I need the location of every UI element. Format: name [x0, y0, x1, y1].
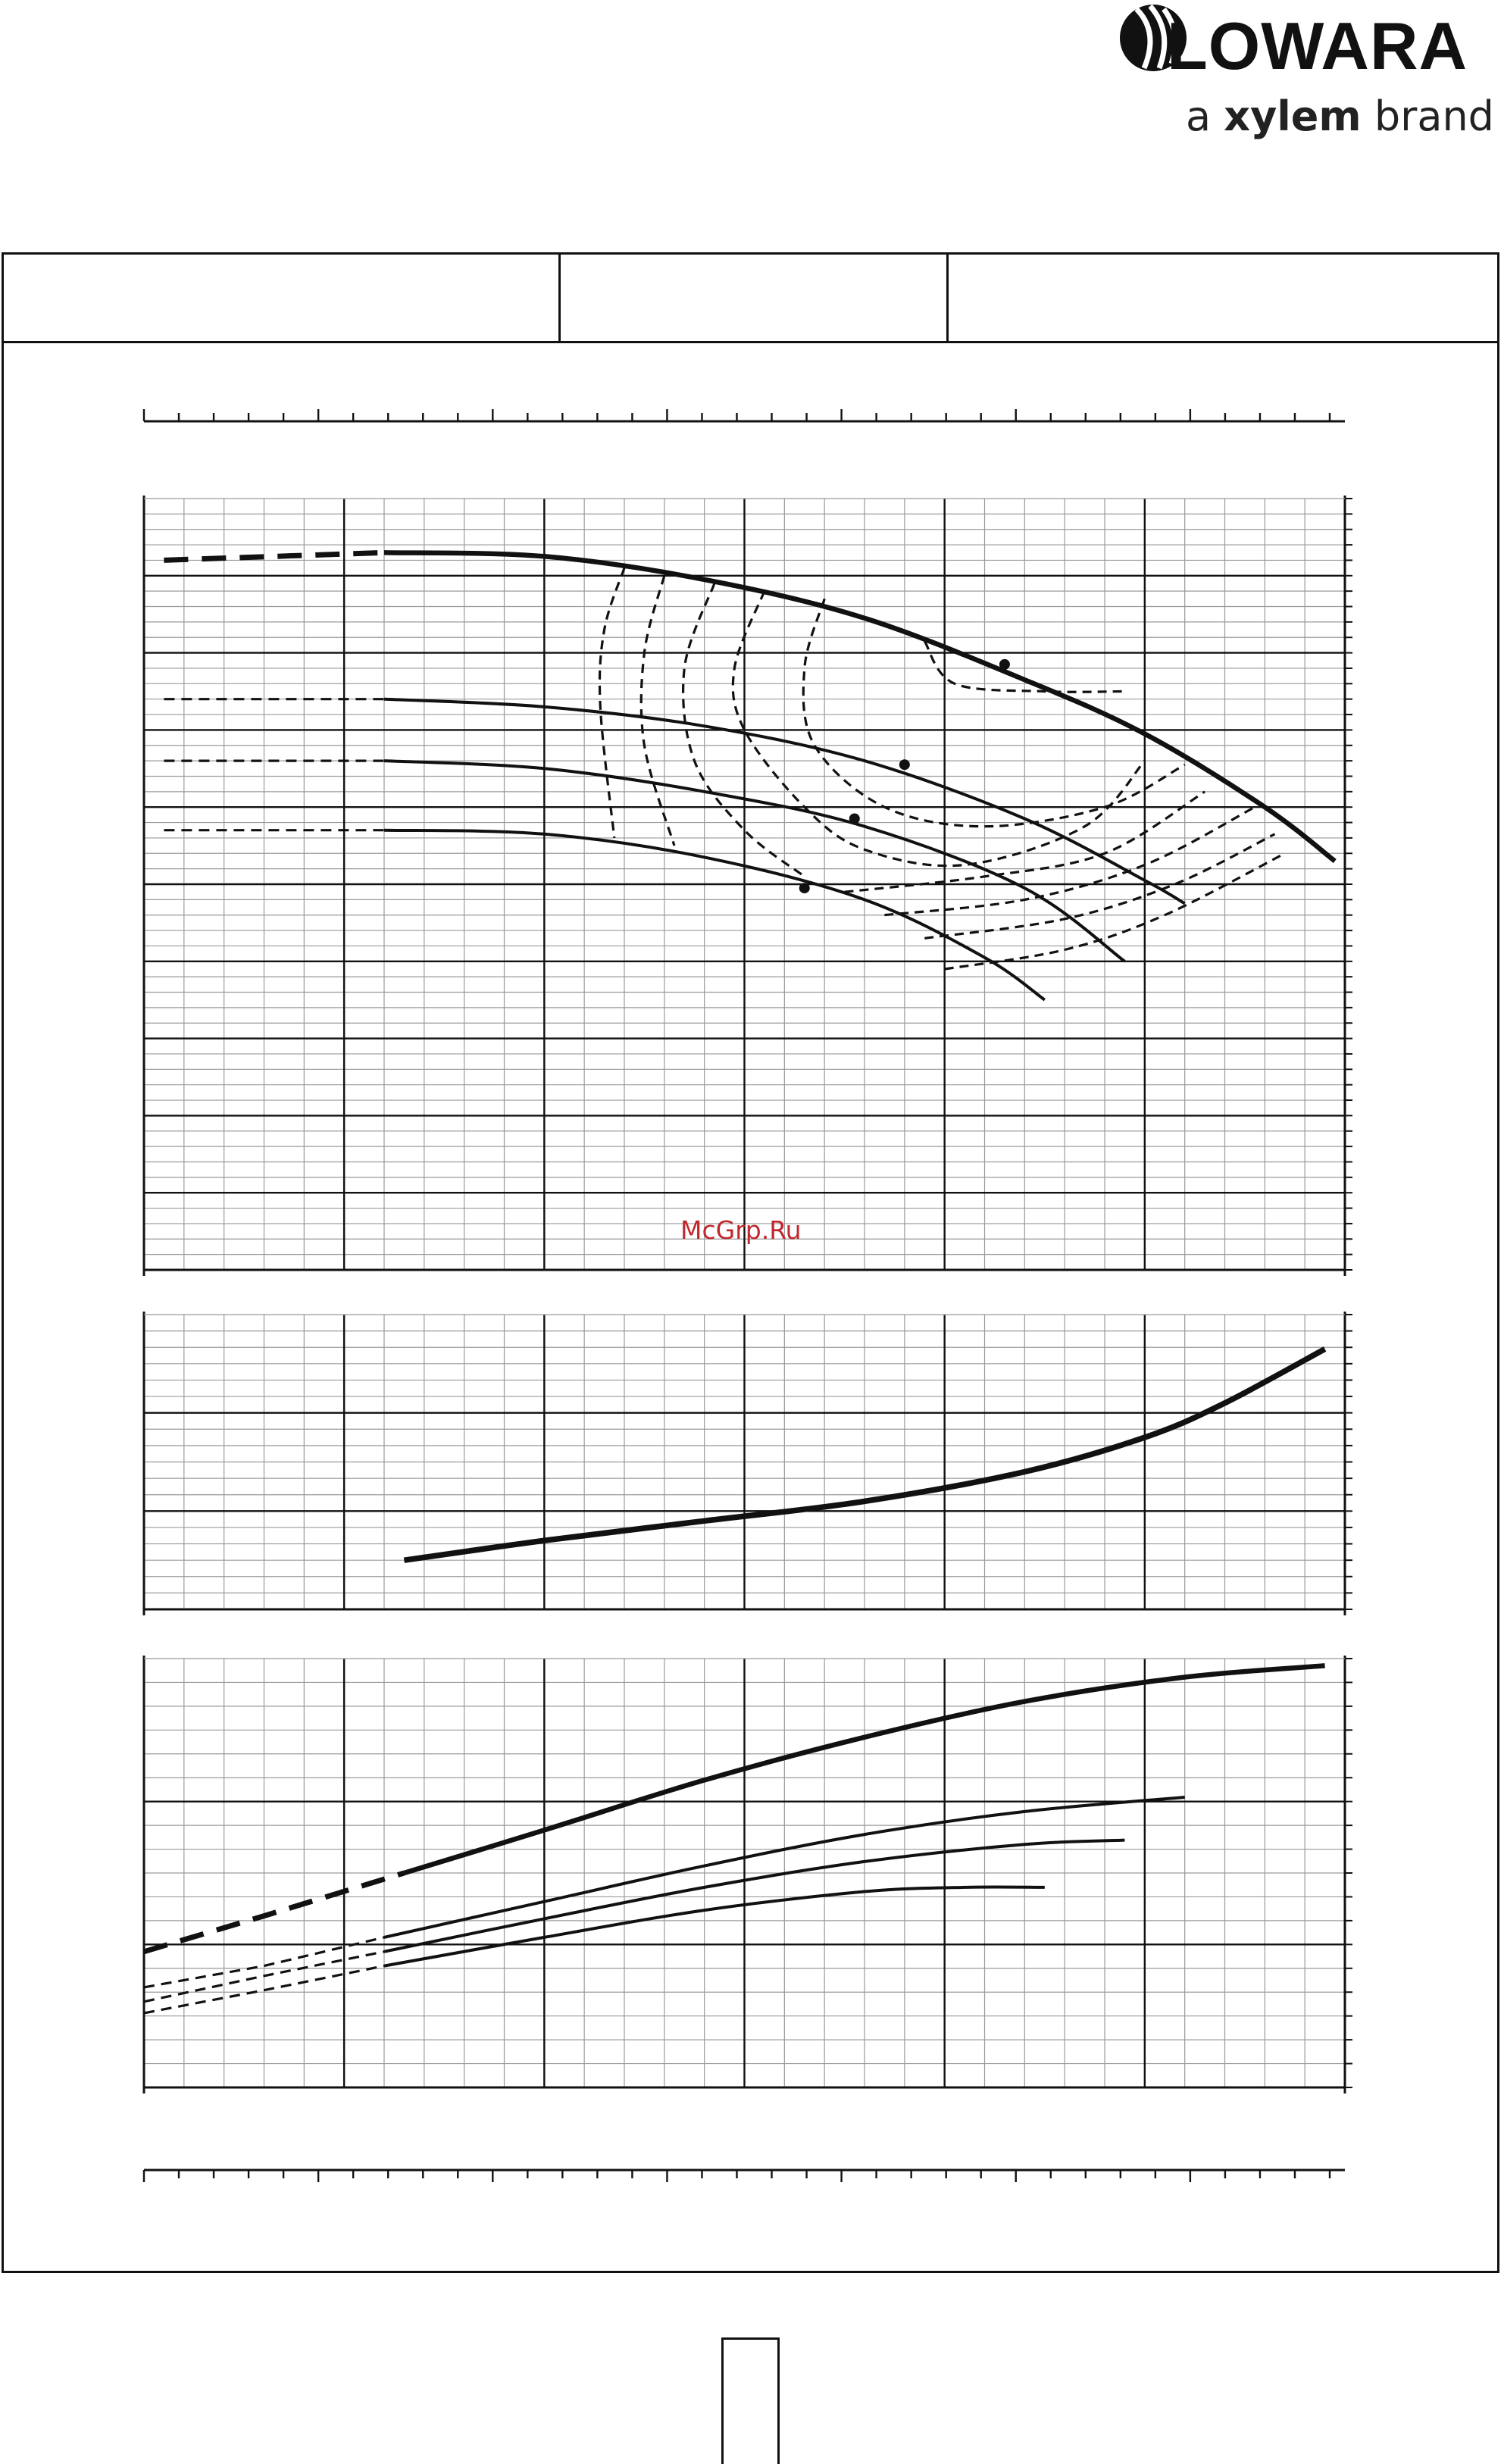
- series-line-dashed: [143, 1936, 385, 1989]
- data-point: [849, 813, 860, 824]
- iso-efficiency-curve: [844, 790, 1205, 893]
- watermark: McGrp.Ru: [680, 1215, 802, 1245]
- series-line-dashed: [143, 1870, 405, 1955]
- power-panel: [142, 1656, 1352, 2093]
- drop-icon: [1120, 4, 1187, 71]
- scale-rulers: [142, 409, 1345, 2182]
- series-line: [383, 1796, 1185, 1939]
- series-line: [383, 1838, 1125, 1953]
- tagline-bold: xylem: [1224, 92, 1362, 140]
- series-line: [403, 1346, 1327, 1563]
- head-panel: [142, 496, 1352, 1276]
- series-line-dashed: [143, 1950, 385, 2003]
- iso-efficiency-curve: [884, 805, 1255, 917]
- iso-efficiency-curve: [924, 833, 1276, 940]
- data-point: [999, 658, 1010, 670]
- header-cell-2: [561, 255, 949, 341]
- page-number-box: [721, 2337, 780, 2464]
- iso-efficiency-curve: [598, 568, 626, 839]
- data-point: [799, 883, 810, 894]
- series-line-dashed: [143, 1965, 385, 2015]
- tagline-prefix: a: [1186, 92, 1224, 140]
- iso-efficiency-curve: [681, 583, 805, 878]
- brand-name: LOWARA: [1167, 8, 1468, 83]
- brand-logo: [1120, 4, 1187, 71]
- header-cell-1: [4, 255, 561, 341]
- tagline-suffix: brand: [1361, 92, 1494, 140]
- iso-efficiency-curve: [802, 598, 1186, 828]
- data-point: [899, 759, 910, 771]
- iso-efficiency-curve: [944, 852, 1286, 971]
- series-line: [383, 697, 1186, 905]
- series-line-dashed: [164, 549, 385, 563]
- series-line: [383, 759, 1126, 963]
- iso-efficiency-curve: [731, 590, 1146, 868]
- series-line: [403, 1663, 1325, 1876]
- npsh-panel: [142, 1312, 1352, 1615]
- brand-tagline: a xylem brand: [1186, 92, 1494, 140]
- series-line: [383, 1885, 1045, 1968]
- series-line: [383, 550, 1337, 864]
- series-line: [383, 828, 1046, 1002]
- header-row: [4, 255, 1497, 343]
- iso-efficiency-curve: [639, 575, 676, 846]
- chart-frame: [2, 252, 1499, 2273]
